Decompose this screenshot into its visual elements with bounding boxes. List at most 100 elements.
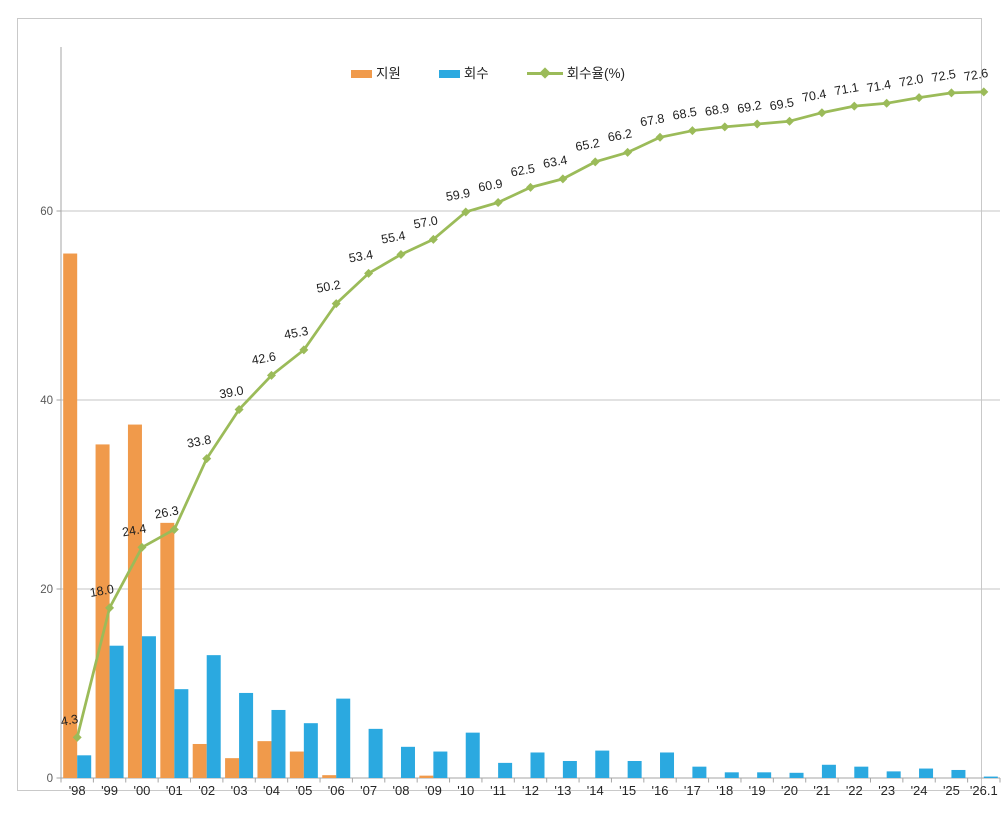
recovery-rate-marker [266, 370, 276, 380]
recovery-bar [271, 709, 286, 778]
support-bar [160, 522, 175, 778]
support-bar [322, 775, 337, 778]
recovery-rate-marker [914, 93, 924, 103]
recovery-bar [303, 723, 318, 778]
x-axis-label: '08 [393, 783, 410, 798]
recovery-bar [562, 760, 577, 778]
support-bar [257, 741, 272, 778]
recovery-rate-data-label: 57.0 [412, 213, 438, 231]
support-bar [289, 751, 304, 778]
chart-canvas: 0 20 40 60 '98 '99 '00 '01 '02 '03 '04 '05 '06 '07 '08… [40, 47, 1001, 798]
recovery-rate-marker [526, 182, 535, 192]
recovery-rate-marker [946, 88, 956, 98]
recovery-bar [433, 751, 448, 778]
x-axis-label: '15 [619, 783, 636, 798]
recovery-rate-marker [752, 119, 762, 129]
support-bar [95, 444, 110, 778]
recovery-rate-marker [849, 101, 859, 111]
recovery-rate-marker [493, 197, 503, 207]
recovery-rate-data-label: 67.8 [639, 111, 665, 129]
x-axis-label: '00 [133, 783, 150, 798]
y-axis-label: 0 [47, 773, 53, 785]
recovery-bar [692, 766, 707, 778]
recovery-rate-legend-swatch-icon [526, 67, 563, 79]
recovery-rate-marker [428, 234, 438, 244]
recovery-rate-data-label: 26.3 [153, 504, 179, 522]
recovery-bar [465, 732, 480, 778]
recovery-bar [530, 752, 545, 778]
recovery-bar [400, 746, 415, 778]
x-axis-label: '13 [554, 783, 571, 798]
recovery-bar [757, 772, 772, 778]
recovery-bar [919, 768, 934, 778]
recovery-bar [951, 769, 966, 778]
recovery-rate-marker [364, 268, 374, 278]
recovery-rate-marker [169, 524, 179, 534]
x-axis-label: '19 [749, 783, 766, 798]
recovery-rate-data-label: 63.4 [542, 153, 568, 171]
support-bar [63, 253, 78, 778]
recovery-rate-marker [590, 157, 600, 167]
recovery-bar [498, 762, 513, 778]
recovery-rate-marker [979, 87, 989, 97]
recovery-bar [886, 771, 901, 778]
recovery-rate-data-label: 4.3 [60, 712, 80, 729]
recovery-rate-marker [105, 603, 115, 613]
legend-label: 지원 [376, 66, 401, 81]
x-axis-label: '20 [781, 783, 798, 798]
legend-item-recovery: 회수 [438, 66, 489, 81]
support-legend-swatch-icon [351, 69, 372, 78]
recovery-rate-marker [202, 454, 212, 464]
recovery-rate-marker [817, 108, 827, 118]
x-axis-label: '16 [652, 783, 669, 798]
recovery-rate-marker [396, 249, 406, 259]
recovery-rate-data-label: 18.0 [89, 582, 115, 600]
x-axis-label: '10 [457, 783, 474, 798]
x-axis-label: '05 [295, 783, 312, 798]
recovery-rate-data-label: 60.9 [477, 177, 503, 195]
recovery-rate-data-label: 68.9 [704, 101, 730, 119]
x-axis-label: '02 [198, 783, 215, 798]
recovery-rate-data-label: 42.6 [251, 349, 277, 367]
recovery-rate-data-label: 72.0 [898, 72, 924, 90]
x-axis-label: '17 [684, 783, 701, 798]
support-bar [127, 424, 142, 778]
recovery-bar [368, 728, 383, 778]
legend-label: 회수 [463, 66, 489, 81]
recovery-rate-data-label: 24.4 [121, 521, 147, 539]
recovery-bar [789, 772, 804, 778]
recovery-rate-data-label: 50.2 [315, 278, 341, 296]
recovery-rate-marker [461, 207, 471, 217]
recovery-rate-marker [299, 345, 309, 355]
legend-item-recovery-rate: 회수율(%) [526, 67, 625, 81]
chart-frame: 지원 회수 회수율(%) 0 20 40 60 '98 '99 '00 '01 '02 '03 '04 '… [17, 18, 1001, 798]
recovery-rate-data-label: 72.5 [931, 67, 957, 85]
x-axis-label: '06 [328, 783, 345, 798]
y-axis-label: 60 [40, 206, 53, 218]
recovery-rate-marker [687, 126, 697, 136]
recovery-rate-marker [785, 116, 795, 126]
x-axis-label: '07 [360, 783, 377, 798]
recovery-rate-marker [655, 132, 665, 142]
x-axis-label: '11 [490, 783, 506, 798]
recovery-rate-data-label: 69.5 [769, 95, 795, 113]
recovery-rate-data-label: 68.5 [671, 105, 697, 123]
recovery-bar [854, 766, 869, 778]
chart-legend: 지원 회수 회수율(%) [351, 67, 625, 81]
support-bar [419, 775, 434, 778]
y-axis-label: 20 [40, 584, 53, 596]
legend-item-support: 지원 [351, 67, 401, 81]
recovery-rate-data-label: 72.6 [963, 66, 989, 84]
recovery-rate-data-label: 62.5 [510, 161, 536, 179]
recovery-bar [206, 655, 221, 778]
recovery-rate-data-label: 71.4 [866, 77, 892, 95]
y-axis-label: 40 [40, 395, 53, 407]
x-axis-label: '09 [425, 783, 442, 798]
recovery-bar [109, 645, 124, 778]
recovery-bar [141, 636, 156, 778]
recovery-rate-marker [720, 122, 730, 132]
recovery-rate-marker [558, 174, 568, 184]
recovery-rate-data-label: 59.9 [445, 186, 471, 204]
x-axis-label: '26.1 [970, 783, 998, 798]
recovery-rate-data-label: 71.1 [833, 80, 859, 98]
